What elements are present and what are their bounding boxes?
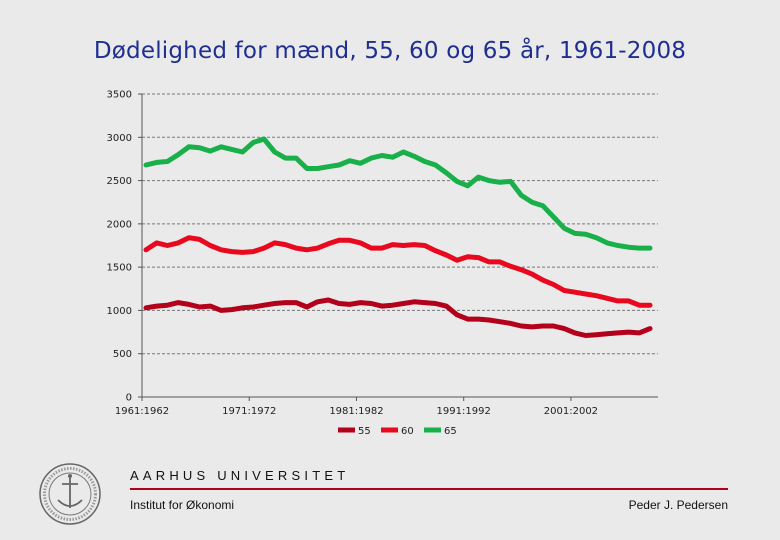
x-tick-label-0: 1961:1962 (115, 406, 169, 417)
x-tick-label-3: 1991:1992 (437, 406, 491, 417)
y-tick-label-2500: 2500 (107, 176, 132, 187)
chart-title: Dødelighed for mænd, 55, 60 og 65 år, 19… (93, 38, 687, 64)
university-seal-icon (39, 463, 101, 525)
y-tick-label-0: 0 (126, 393, 132, 404)
series-line-65 (143, 136, 653, 251)
grid-lines (142, 93, 658, 355)
university-name: AARHUS UNIVERSITET (130, 468, 350, 483)
axes (141, 94, 658, 398)
x-tick-label-2: 1981:1982 (329, 406, 383, 417)
series-line-60 (143, 235, 653, 308)
y-tick-labels: 0 500 1000 1500 2000 2500 3000 3500 (107, 90, 142, 404)
legend-label-55: 55 (358, 426, 371, 437)
y-tick-label-1000: 1000 (107, 306, 132, 317)
y-tick-label-500: 500 (113, 349, 132, 360)
y-tick-label-2000: 2000 (107, 219, 132, 230)
series-line-55 (143, 297, 653, 338)
legend-label-65: 65 (444, 426, 457, 437)
x-tick-labels: 1961:1962 1971:1972 1981:1982 1991:1992 2001… (115, 397, 598, 417)
x-tick-label-4: 2001:2002 (544, 406, 598, 417)
y-tick-label-1500: 1500 (107, 263, 132, 274)
y-tick-label-3000: 3000 (107, 133, 132, 144)
x-tick-label-1: 1971:1972 (222, 406, 276, 417)
legend-label-60: 60 (401, 426, 414, 437)
y-tick-label-3500: 3500 (107, 90, 132, 101)
series-lines (143, 136, 653, 338)
legend: 55 60 65 (338, 426, 457, 437)
department-name: Institut for Økonomi (130, 498, 235, 512)
footer-divider (130, 488, 728, 490)
author-name: Peder J. Pedersen (628, 498, 728, 512)
